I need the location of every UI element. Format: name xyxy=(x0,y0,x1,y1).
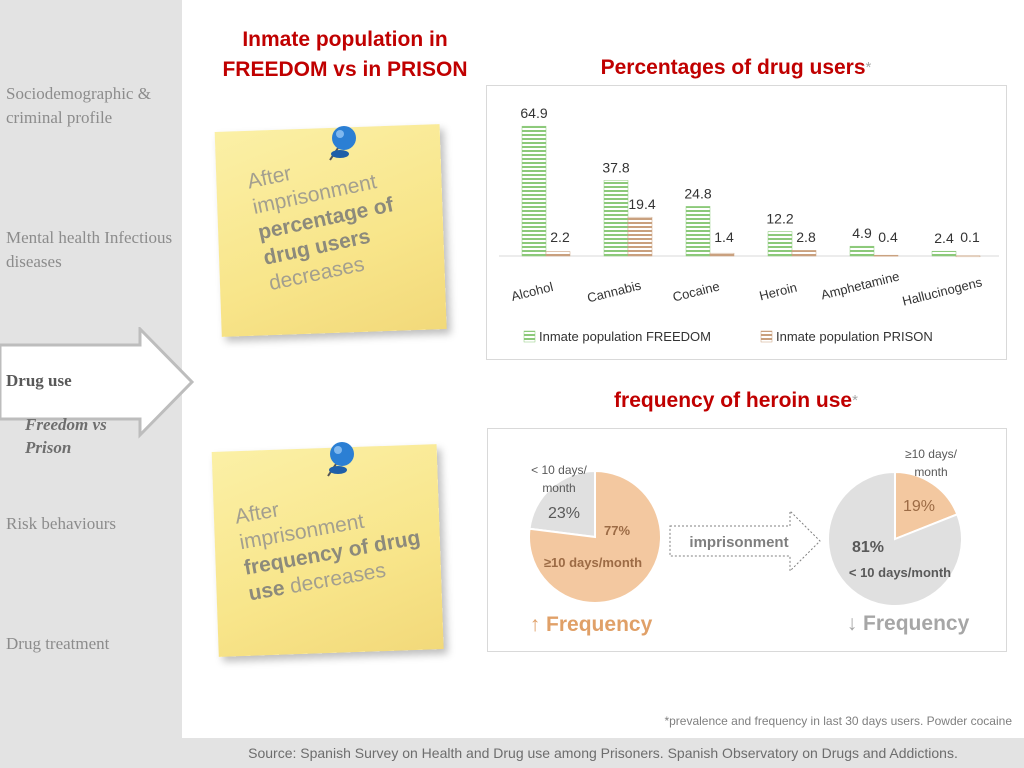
left-trend-label: ↑ Frequency xyxy=(530,613,653,636)
left-pie-small-label-line2: month xyxy=(542,481,575,495)
pie-section-asterisk: * xyxy=(852,392,858,409)
footnote: *prevalence and frequency in last 30 day… xyxy=(664,714,1012,728)
left-pie-small-value: 23% xyxy=(548,505,580,522)
sidebar-item-drug-use[interactable]: Drug use xyxy=(6,371,72,390)
bar-chart-asterisk: * xyxy=(865,59,872,76)
data-label-prison-heroin: 2.8 xyxy=(796,229,816,245)
bar-prison-alcohol xyxy=(545,251,571,257)
page-title-line1: Inmate population in xyxy=(242,28,448,51)
right-pie-large-value: 81% xyxy=(852,539,884,556)
sidebar-item-sociodemographic[interactable]: Sociodemographic & criminal profile xyxy=(6,84,151,127)
bar-chart: 64.9 2.2 Alcohol 37.8 19.4 Cannabis 24.8 1.4 Coc… xyxy=(499,105,999,344)
category-label-heroin: Heroin xyxy=(758,280,799,304)
right-pie-small-value: 19% xyxy=(903,498,935,515)
data-label-freedom-cocaine: 24.8 xyxy=(684,185,711,201)
category-label-hallucinogens: Hallucinogens xyxy=(901,274,984,308)
category-label-cannabis: Cannabis xyxy=(586,277,643,305)
category-label-cocaine: Cocaine xyxy=(671,278,721,304)
data-label-prison-amphetamine: 0.4 xyxy=(878,229,898,245)
sidebar-item-mental-health[interactable]: Mental health Infectious diseases xyxy=(6,228,173,271)
bar-freedom-cocaine xyxy=(685,206,711,257)
sidebar-item-drug-treatment[interactable]: Drug treatment xyxy=(6,634,110,653)
left-pie-slice-under-10-days xyxy=(528,469,596,539)
active-section-arrow xyxy=(0,327,195,439)
bar-chart-title-text: Percentages of drug users xyxy=(600,56,866,79)
pushpin-icon xyxy=(329,126,356,161)
data-label-freedom-heroin: 12.2 xyxy=(766,211,793,227)
legend-swatch-freedom xyxy=(523,330,536,343)
source-text: Source: Spanish Survey on Health and Dru… xyxy=(248,745,958,761)
pushpin-icon xyxy=(327,442,354,477)
data-label-freedom-cannabis: 37.8 xyxy=(602,159,629,175)
pie-section-title: frequency of heroin use* xyxy=(486,386,986,416)
right-pie-small-label-line1: ≥10 days/ xyxy=(905,447,958,461)
bar-freedom-hallucinogens xyxy=(931,250,957,257)
pie-chart-panel: < 10 days/ month 23% 77% ≥10 days/month … xyxy=(487,428,1007,652)
category-label-amphetamine: Amphetamine xyxy=(819,269,900,303)
page-title-line2: FREEDOM vs in PRISON xyxy=(222,58,468,81)
legend-swatch-prison xyxy=(760,330,773,343)
bar-freedom-cannabis xyxy=(603,180,629,257)
bar-prison-hallucinogens xyxy=(955,255,981,258)
bar-prison-cannabis xyxy=(627,216,653,257)
chart-legend: Inmate population FREEDOM Inmate populat… xyxy=(523,329,933,344)
data-label-prison-cannabis: 19.4 xyxy=(628,196,655,212)
bar-freedom-alcohol xyxy=(521,125,547,257)
bar-freedom-amphetamine xyxy=(849,245,875,257)
data-label-prison-alcohol: 2.2 xyxy=(550,229,570,245)
left-pie-large-label: ≥10 days/month xyxy=(544,555,642,570)
pie-charts: < 10 days/ month 23% 77% ≥10 days/month … xyxy=(528,447,970,636)
imprisonment-arrow xyxy=(669,509,821,573)
right-pie-slice-under-10-days xyxy=(827,470,963,607)
data-label-prison-hallucinogens: 0.1 xyxy=(960,229,980,245)
data-label-freedom-amphetamine: 4.9 xyxy=(852,225,872,241)
page-title: Inmate population in FREEDOM vs in PRISO… xyxy=(205,25,485,85)
data-label-prison-cocaine: 1.4 xyxy=(714,229,734,245)
note2-line4: use xyxy=(246,576,287,606)
bar-freedom-heroin xyxy=(767,231,793,257)
sidebar-subitem-freedom-vs-prison[interactable]: Freedom vs Prison xyxy=(25,415,107,457)
bar-prison-cocaine xyxy=(709,252,735,257)
bar-prison-heroin xyxy=(791,250,817,257)
right-trend-label: ↓ Frequency xyxy=(847,612,970,635)
right-pie-small-label-line2: month xyxy=(914,465,947,479)
imprisonment-arrow-label: imprisonment xyxy=(689,534,788,551)
category-label-alcohol: Alcohol xyxy=(510,279,555,304)
right-pie-large-label: < 10 days/month xyxy=(849,565,951,580)
source-footer: Source: Spanish Survey on Health and Dru… xyxy=(182,738,1024,768)
bar-chart-title: Percentages of drug users* xyxy=(486,53,986,83)
left-pie-slice-10-plus-days xyxy=(528,469,662,604)
left-pie-large-value: 77% xyxy=(604,523,630,538)
data-label-freedom-hallucinogens: 2.4 xyxy=(934,230,954,246)
data-label-freedom-alcohol: 64.9 xyxy=(520,105,547,121)
left-pie-small-label-line1: < 10 days/ xyxy=(531,463,587,477)
legend-label-prison: Inmate population PRISON xyxy=(776,329,933,344)
right-pie-slice-10-plus-days xyxy=(894,470,959,541)
sidebar-item-risk-behaviours[interactable]: Risk behaviours xyxy=(6,514,117,533)
bar-chart-panel: 64.9 2.2 Alcohol 37.8 19.4 Cannabis 24.8 1.4 Coc… xyxy=(486,85,1007,360)
bar-prison-amphetamine xyxy=(873,254,899,257)
pie-section-title-text: frequency of heroin use xyxy=(614,389,853,412)
legend-label-freedom: Inmate population FREEDOM xyxy=(539,329,711,344)
